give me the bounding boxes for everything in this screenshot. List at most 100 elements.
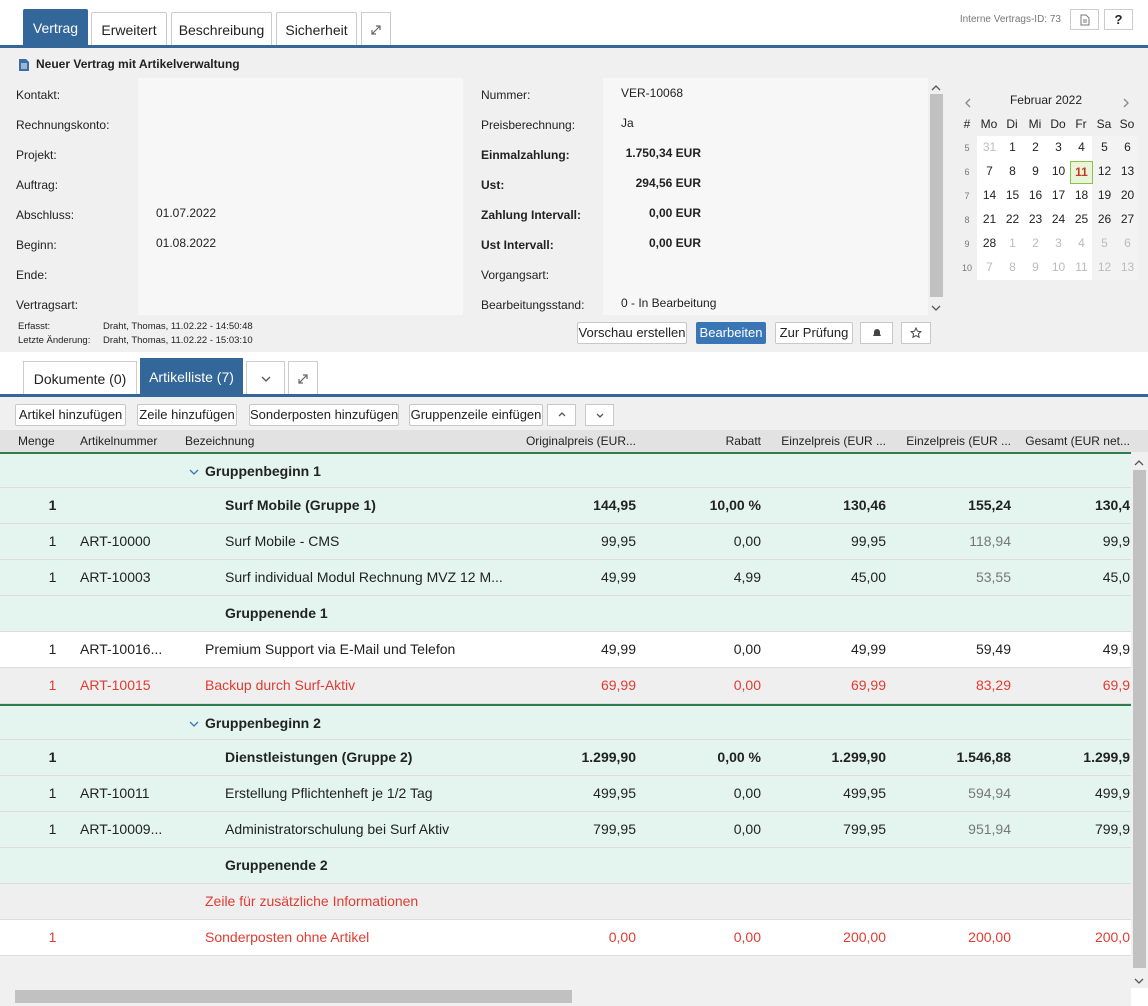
tab[interactable]: Vertrag [23, 9, 88, 46]
column-header[interactable]: Einzelpreis (EUR ... [781, 434, 886, 448]
move-down-button[interactable] [585, 404, 614, 426]
expand-tab[interactable] [288, 361, 318, 395]
calendar-day[interactable]: 18 [1074, 188, 1089, 202]
calendar-month: Februar 2022 [1009, 93, 1083, 107]
calendar-day[interactable]: 28 [982, 236, 997, 250]
calendar-day[interactable]: 2 [1032, 236, 1039, 250]
tab[interactable]: Artikelliste (7) [140, 358, 243, 395]
calendar-day[interactable]: 21 [982, 212, 997, 226]
field-value: 01.07.2022 [156, 206, 217, 220]
column-header[interactable]: Originalpreis (EUR... [525, 434, 636, 448]
column-header[interactable]: Gesamt (EUR net... [1025, 434, 1130, 448]
tab[interactable]: Erweitert [91, 12, 167, 46]
table-row[interactable]: 1 ART-10016... Premium Support via E-Mail … [0, 632, 1131, 668]
tab[interactable]: Sicherheit [276, 12, 357, 46]
column-header[interactable]: Bezeichnung [185, 434, 255, 448]
table-row[interactable]: Gruppenbeginn 2 [0, 704, 1131, 740]
bell-button[interactable] [860, 322, 893, 344]
calendar-day-selected[interactable]: 11 [1070, 161, 1093, 184]
calendar-day[interactable]: 5 [1101, 236, 1108, 250]
calendar-day[interactable]: 20 [1120, 188, 1135, 202]
calendar-day[interactable]: 10 [1051, 260, 1066, 274]
action-button[interactable]: Vorschau erstellen [577, 322, 687, 344]
star-button[interactable] [901, 322, 931, 344]
calendar-day[interactable]: 15 [1005, 188, 1020, 202]
column-header[interactable]: Rabatt [725, 434, 761, 448]
calendar-week-number: 7 [964, 191, 970, 201]
calendar-day[interactable]: 7 [986, 164, 993, 178]
table-row[interactable]: Gruppenbeginn 1 [0, 452, 1131, 488]
cell: Gruppenbeginn 2 [205, 715, 321, 731]
calendar-weekday: Mi [1028, 117, 1042, 131]
calendar-day[interactable]: 4 [1078, 140, 1085, 154]
help-button[interactable]: ? [1104, 9, 1133, 30]
collapse-icon[interactable] [189, 716, 199, 727]
table-row[interactable]: 1 ART-10003 Surf individual Modul Rechnung… [0, 560, 1131, 596]
calendar-day[interactable]: 3 [1055, 236, 1062, 250]
calendar-next[interactable] [1121, 95, 1131, 108]
cell: 499,95 [843, 785, 886, 801]
calendar-day[interactable]: 25 [1074, 212, 1089, 226]
calendar-day[interactable]: 1 [1009, 236, 1016, 250]
doc-button[interactable] [1070, 9, 1099, 30]
table-row[interactable]: 1 Sonderposten ohne Artikel 0,00 0,00 200,00… [0, 920, 1131, 956]
calendar-day[interactable]: 13 [1120, 260, 1135, 274]
tab[interactable]: Beschreibung [171, 12, 272, 46]
calendar-day[interactable]: 13 [1120, 164, 1135, 178]
table-row[interactable]: Zeile für zusätzliche Informationen [0, 884, 1131, 920]
cell: 4,99 [733, 569, 761, 585]
calendar-day[interactable]: 23 [1028, 212, 1043, 226]
tab[interactable]: Dokumente (0) [23, 361, 137, 395]
table-row[interactable]: Gruppenende 2 [0, 848, 1131, 884]
calendar-day[interactable]: 19 [1097, 188, 1112, 202]
calendar-day[interactable]: 1 [1009, 140, 1016, 154]
toolbar-button[interactable]: Sonderposten hinzufügen [249, 404, 399, 426]
cell: 1 [48, 497, 57, 513]
more-tab[interactable] [246, 361, 285, 395]
action-button[interactable]: Zur Prüfung [775, 322, 853, 344]
calendar-day[interactable]: 24 [1051, 212, 1066, 226]
calendar-day[interactable]: 6 [1124, 236, 1131, 250]
expand-tab[interactable] [361, 12, 391, 46]
table-row[interactable]: 1 ART-10015 Backup durch Surf-Aktiv 69,99 0,… [0, 668, 1131, 704]
table-row[interactable]: 1 ART-10000 Surf Mobile - CMS 99,95 0,00 99,9… [0, 524, 1131, 560]
calendar-day[interactable]: 9 [1032, 164, 1039, 178]
calendar-day[interactable]: 3 [1055, 140, 1062, 154]
table-row[interactable]: 1 ART-10009... Administratorschulung bei S… [0, 812, 1131, 848]
field-label: Ende: [16, 268, 48, 282]
calendar-day[interactable]: 9 [1032, 260, 1039, 274]
table-row[interactable]: 1 Dienstleistungen (Gruppe 2) 1.299,90 0,00… [0, 740, 1131, 776]
calendar-day[interactable]: 4 [1078, 236, 1085, 250]
column-header[interactable]: Artikelnummer [80, 434, 158, 448]
calendar-prev[interactable] [963, 95, 973, 108]
calendar-day[interactable]: 27 [1120, 212, 1135, 226]
calendar-day[interactable]: 8 [1009, 164, 1016, 178]
calendar-day[interactable]: 11 [1075, 260, 1088, 274]
calendar-day[interactable]: 5 [1101, 140, 1108, 154]
table-row[interactable]: 1 Surf Mobile (Gruppe 1) 144,95 10,00 % 130,… [0, 488, 1131, 524]
collapse-icon[interactable] [189, 464, 199, 475]
calendar-day[interactable]: 12 [1097, 164, 1112, 178]
table-row[interactable]: Gruppenende 1 [0, 596, 1131, 632]
toolbar-button[interactable]: Gruppenzeile einfügen [409, 404, 543, 426]
calendar-day[interactable]: 31 [982, 140, 997, 154]
column-header[interactable]: Einzelpreis (EUR ... [906, 434, 1011, 448]
calendar-day[interactable]: 17 [1051, 188, 1066, 202]
calendar-day[interactable]: 8 [1009, 260, 1016, 274]
move-up-button[interactable] [547, 404, 576, 426]
table-row[interactable]: 1 ART-10011 Erstellung Pflichtenheft je 1/… [0, 776, 1131, 812]
calendar-day[interactable]: 10 [1051, 164, 1066, 178]
calendar-day[interactable]: 12 [1097, 260, 1112, 274]
calendar-day[interactable]: 7 [986, 260, 993, 274]
calendar-day[interactable]: 26 [1097, 212, 1112, 226]
calendar-day[interactable]: 6 [1124, 140, 1131, 154]
action-button[interactable]: Bearbeiten [696, 322, 766, 344]
toolbar-button[interactable]: Zeile hinzufügen [137, 404, 237, 426]
cell: 799,95 [843, 821, 886, 837]
toolbar-button[interactable]: Artikel hinzufügen [15, 404, 126, 426]
calendar-day[interactable]: 16 [1028, 188, 1043, 202]
calendar-day[interactable]: 14 [982, 188, 997, 202]
calendar-day[interactable]: 22 [1005, 212, 1020, 226]
calendar-day[interactable]: 2 [1032, 140, 1039, 154]
column-header[interactable]: Menge [18, 434, 55, 448]
